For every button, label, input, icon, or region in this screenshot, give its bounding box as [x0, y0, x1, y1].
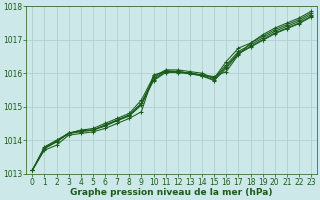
X-axis label: Graphe pression niveau de la mer (hPa): Graphe pression niveau de la mer (hPa) — [70, 188, 273, 197]
